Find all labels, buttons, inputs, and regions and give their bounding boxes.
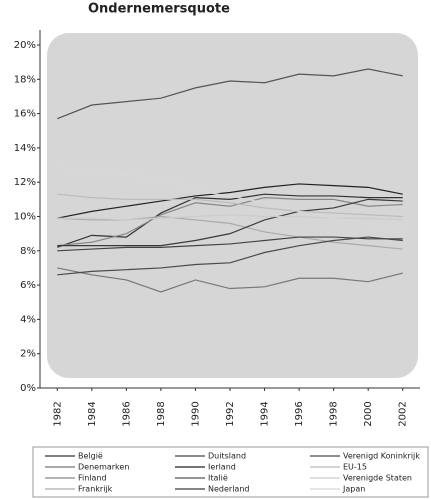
legend-label: Duitsland: [208, 452, 246, 461]
legend-label: België: [78, 452, 103, 461]
series-line: [57, 214, 403, 221]
series-line: [57, 183, 403, 219]
x-tick-label: 1992: [225, 401, 236, 426]
x-tick-label: 1984: [87, 401, 98, 426]
x-tick-label: 1994: [260, 401, 271, 426]
legend-box: [32, 446, 429, 498]
series-line: [57, 166, 403, 231]
series-line: [57, 236, 403, 276]
x-tick-label: 1990: [190, 401, 201, 426]
legend-label: Nederland: [208, 485, 249, 494]
legend-label: Denemarken: [78, 463, 129, 472]
legend-label: Verenigd Koninkrijk: [343, 452, 420, 461]
series-line: [57, 267, 403, 293]
x-tick-label: 2002: [398, 401, 409, 426]
y-tick-label: 14%: [14, 143, 36, 154]
chart-title: Ondernemersquote: [88, 2, 230, 17]
series-line: [57, 236, 403, 252]
series-line: [57, 197, 403, 247]
legend-label: Japan: [342, 485, 365, 494]
y-tick-label: 2%: [20, 349, 36, 360]
x-tick-label: 2000: [363, 401, 374, 426]
x-tick-label: 1988: [156, 401, 167, 426]
y-tick-label: 12%: [14, 177, 36, 188]
y-tick-label: 10%: [14, 212, 36, 223]
legend-label: Ierland: [208, 463, 236, 472]
y-tick-label: 20%: [14, 40, 36, 51]
x-tick-label: 1982: [52, 401, 63, 426]
y-tick-label: 16%: [14, 109, 36, 120]
y-tick-label: 6%: [20, 280, 36, 291]
series-line: [57, 198, 403, 247]
y-tick-label: 18%: [14, 74, 36, 85]
x-tick-label: 1986: [121, 401, 132, 426]
legend-label: Verenigde Staten: [343, 474, 412, 483]
x-tick-label: 1998: [329, 401, 340, 426]
y-tick-label: 0%: [20, 383, 36, 394]
x-tick-label: 1996: [294, 401, 305, 426]
legend-label: EU-15: [343, 463, 367, 472]
legend-label: Frankrijk: [78, 485, 113, 494]
legend-label: Finland: [78, 474, 107, 483]
y-tick-label: 8%: [20, 246, 36, 257]
legend-label: Italië: [208, 474, 228, 483]
y-tick-label: 4%: [20, 314, 36, 325]
series-line: [57, 193, 403, 218]
series-line: [57, 68, 403, 120]
